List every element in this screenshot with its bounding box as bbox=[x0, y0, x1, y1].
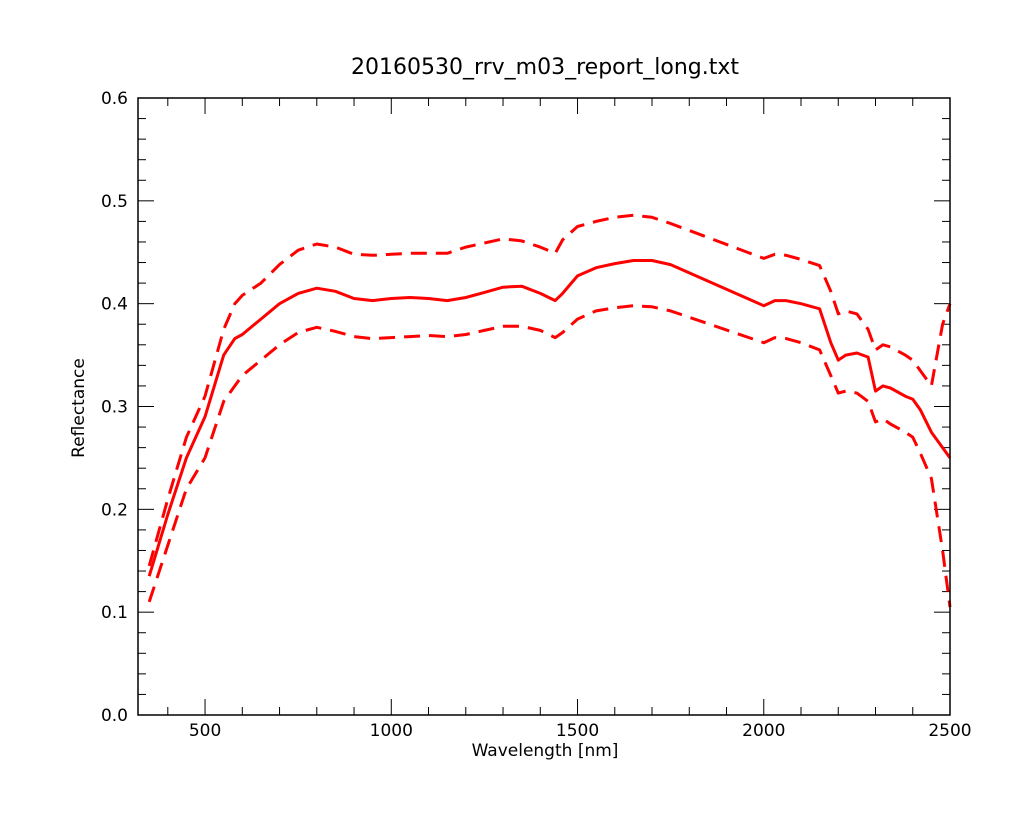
y-tick-label: 0.4 bbox=[101, 295, 128, 315]
x-tick-label: 1000 bbox=[370, 721, 413, 741]
y-tick-label: 0.2 bbox=[101, 500, 128, 520]
x-tick-label: 1500 bbox=[556, 721, 599, 741]
y-tick-label: 0.6 bbox=[101, 89, 128, 109]
plot-frame bbox=[137, 97, 951, 716]
solid-series-line bbox=[147, 259, 952, 577]
y-axis-label: Reflectance bbox=[69, 358, 89, 458]
y-tick-label: 0.0 bbox=[101, 706, 128, 726]
x-tick-label: 2500 bbox=[928, 721, 971, 741]
series-group bbox=[147, 213, 952, 608]
tick-labels: 500 1000 1500 2000 2500 0.0 0.1 0.2 0.3 0.4 0.5 0.6 bbox=[101, 89, 972, 741]
dashed-series-line-2 bbox=[147, 304, 952, 608]
axis-ticks bbox=[138, 97, 951, 716]
y-tick-label: 0.5 bbox=[101, 192, 128, 212]
dashed-series-line-1 bbox=[147, 213, 952, 567]
y-tick-label: 0.3 bbox=[101, 398, 128, 418]
x-tick-label: 2000 bbox=[742, 721, 785, 741]
chart-title: 20160530_rrv_m03_report_long.txt bbox=[351, 55, 739, 80]
x-axis-label: Wavelength [nm] bbox=[472, 741, 619, 761]
x-tick-label: 500 bbox=[189, 721, 221, 741]
y-tick-label: 0.1 bbox=[101, 603, 128, 623]
